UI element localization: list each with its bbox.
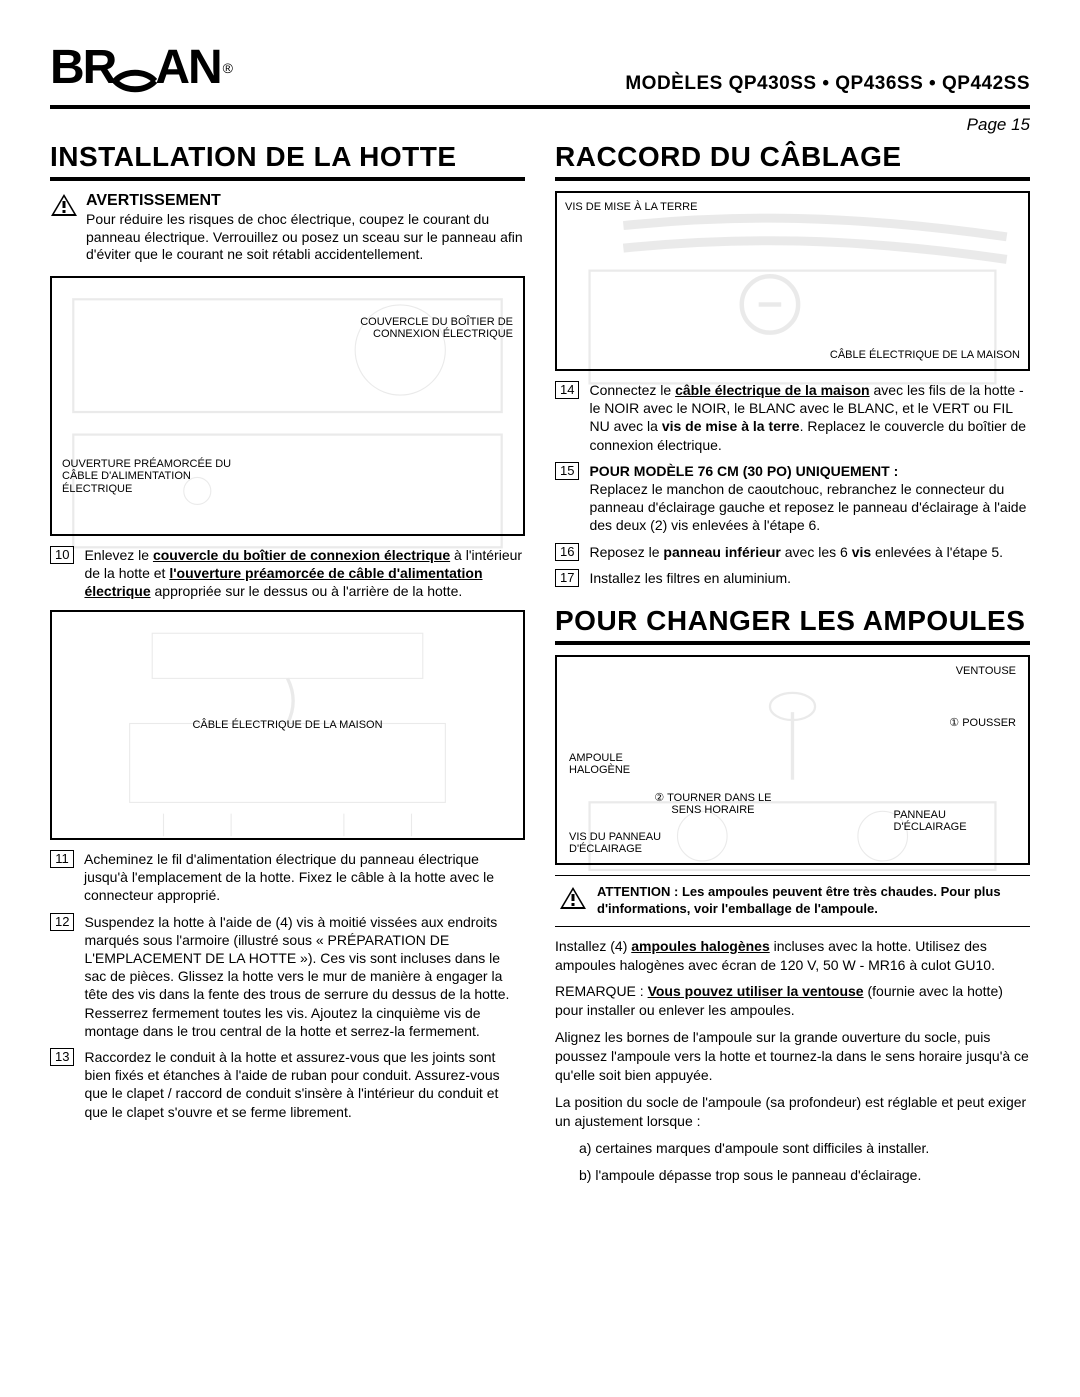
step-12: 12 Suspendez la hotte à l'aide de (4) vi… <box>50 913 525 1040</box>
registered-mark: ® <box>223 60 231 76</box>
warning-icon <box>50 193 78 217</box>
step-15-lead: POUR MODÈLE 76 CM (30 PO) UNIQUEMENT : <box>589 463 898 479</box>
step-number-15: 15 <box>555 462 579 480</box>
warning-block: AVERTISSEMENT Pour réduire les risques d… <box>50 191 525 264</box>
figure-label-panneau: PANNEAU D'ÉCLAIRAGE <box>894 809 1016 833</box>
figure-label-vis: VIS DU PANNEAU D'ÉCLAIRAGE <box>569 831 710 855</box>
step-15-text: POUR MODÈLE 76 CM (30 PO) UNIQUEMENT : R… <box>589 462 1030 535</box>
step-16: 16 Reposez le panneau inférieur avec les… <box>555 543 1030 561</box>
step-number-13: 13 <box>50 1048 74 1066</box>
logo-text-left: BR <box>50 40 115 95</box>
step-12-text: Suspendez la hotte à l'aide de (4) vis à… <box>84 913 525 1040</box>
step-13-text: Raccordez le conduit à la hotte et assur… <box>84 1048 525 1121</box>
step-15-body: Replacez le manchon de caoutchouc, rebra… <box>589 481 1026 533</box>
content-columns: INSTALLATION DE LA HOTTE AVERTISSEMENT P… <box>50 141 1030 1192</box>
figure-connection-cover: COUVERCLE DU BOÎTIER DE CONNEXION ÉLECTR… <box>50 276 525 536</box>
figure-house-wire: CÂBLE ÉLECTRIQUE DE LA MAISON <box>50 610 525 840</box>
section-title-bulbs: POUR CHANGER LES AMPOULES <box>555 605 1030 645</box>
right-column: RACCORD DU CÂBLAGE VIS DE MISE À LA TERR… <box>555 141 1030 1192</box>
step-11: 11 Acheminez le fil d'alimentation élect… <box>50 850 525 905</box>
logo-swirl-icon <box>113 53 157 83</box>
page-number: Page 15 <box>50 115 1030 135</box>
brand-logo: BR AN ® <box>50 40 231 95</box>
section-title-installation: INSTALLATION DE LA HOTTE <box>50 141 525 181</box>
logo-text-right: AN <box>155 40 220 95</box>
step-17-text: Installez les filtres en aluminium. <box>589 569 1030 587</box>
warning-text: AVERTISSEMENT Pour réduire les risques d… <box>86 191 525 264</box>
step-16-text: Reposez le panneau inférieur avec les 6 … <box>589 543 1030 561</box>
figure-bulb-change: VENTOUSE ① POUSSER AMPOULE HALOGÈNE ② TO… <box>555 655 1030 865</box>
models-line: MODÈLES QP430SS • QP436SS • QP442SS <box>625 73 1030 95</box>
bulb-para-1: Installez (4) ampoules halogènes incluse… <box>555 937 1030 975</box>
warning-body: Pour réduire les risques de choc électri… <box>86 211 523 262</box>
bulb-li-b: b) l'ampoule dépasse trop sous le pannea… <box>579 1166 1030 1185</box>
figure-label-tourner: ② TOURNER DANS LE SENS HORAIRE <box>647 792 779 816</box>
bulb-para-4: La position du socle de l'ampoule (sa pr… <box>555 1093 1030 1131</box>
bulb-li-a: a) certaines marques d'ampoule sont diff… <box>579 1139 1030 1158</box>
figure-label-pousser: ① POUSSER <box>949 717 1016 729</box>
step-number-16: 16 <box>555 543 579 561</box>
bulb-para-3: Alignez les bornes de l'ampoule sur la g… <box>555 1028 1030 1085</box>
step-13: 13 Raccordez le conduit à la hotte et as… <box>50 1048 525 1121</box>
bulb-para-2: REMARQUE : Vous pouvez utiliser la vento… <box>555 982 1030 1020</box>
left-column: INSTALLATION DE LA HOTTE AVERTISSEMENT P… <box>50 141 525 1192</box>
section-title-wiring: RACCORD DU CÂBLAGE <box>555 141 1030 181</box>
warning-heading: AVERTISSEMENT <box>86 192 221 209</box>
step-number-12: 12 <box>50 913 74 931</box>
step-17: 17 Installez les filtres en aluminium. <box>555 569 1030 587</box>
step-number-17: 17 <box>555 569 579 587</box>
step-15: 15 POUR MODÈLE 76 CM (30 PO) UNIQUEMENT … <box>555 462 1030 535</box>
figure-wiring: VIS DE MISE À LA TERRE CÂBLE ÉLECTRIQUE … <box>555 191 1030 371</box>
step-11-text: Acheminez le fil d'alimentation électriq… <box>84 850 525 905</box>
figure-label-ventouse: VENTOUSE <box>956 665 1016 677</box>
figure-label-ampoule: AMPOULE HALOGÈNE <box>569 752 687 776</box>
step-number-11: 11 <box>50 850 74 868</box>
page-header: BR AN ® MODÈLES QP430SS • QP436SS • QP44… <box>50 40 1030 109</box>
